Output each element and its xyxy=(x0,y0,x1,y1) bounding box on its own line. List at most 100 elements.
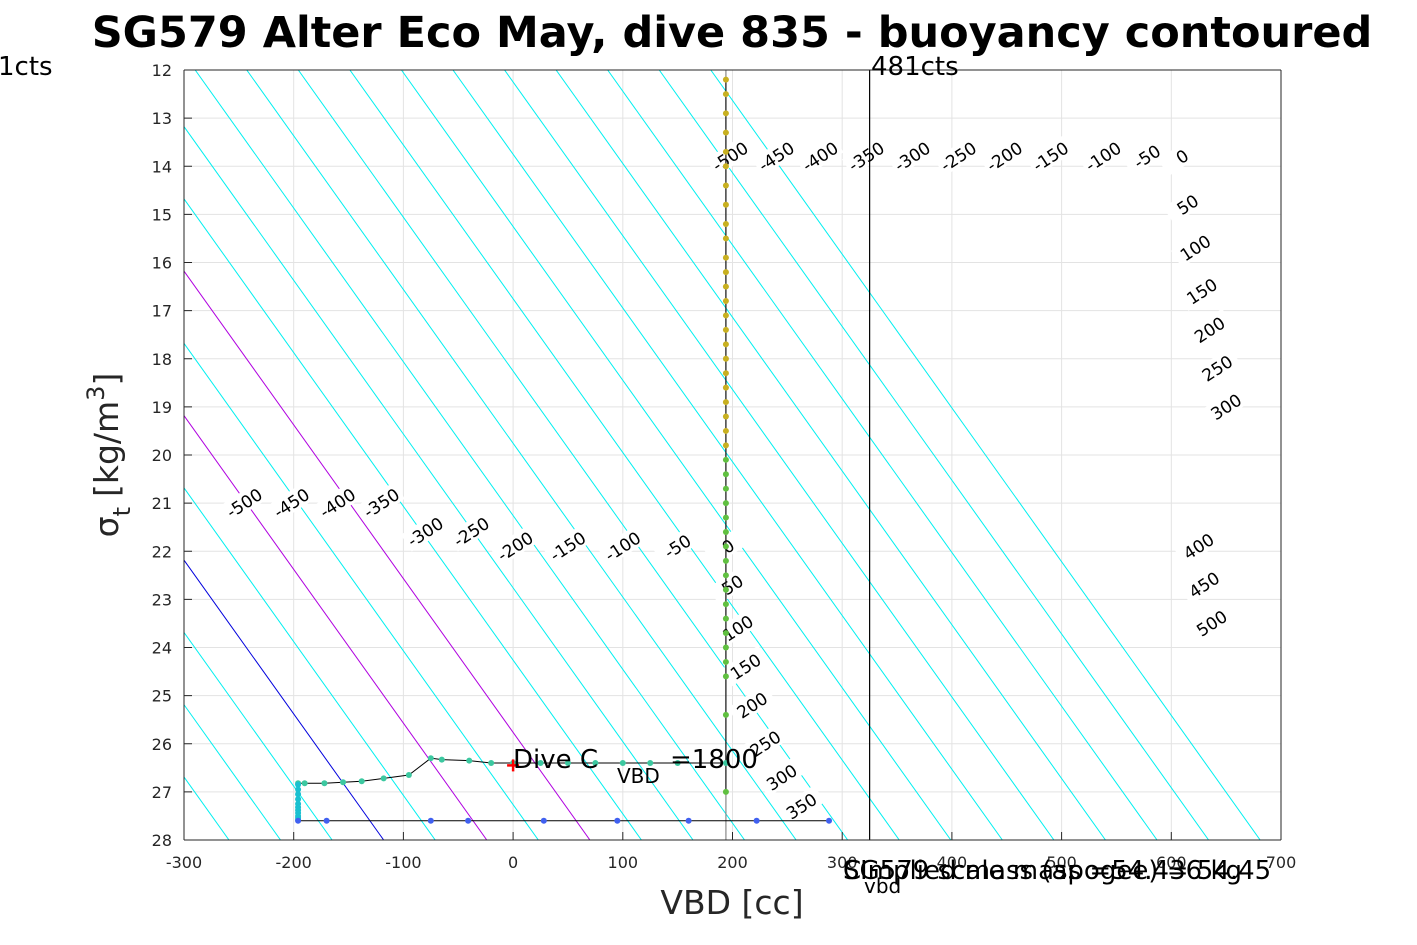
contour-label-bg xyxy=(1201,385,1250,427)
y-tick-label: 13 xyxy=(152,109,172,128)
y-axis-label: σt [kg/m3] xyxy=(82,373,136,538)
data-point xyxy=(614,817,621,824)
data-point xyxy=(427,755,434,762)
contour-label-bg xyxy=(934,135,982,177)
contour-line xyxy=(184,631,333,840)
data-point xyxy=(722,110,729,117)
x-tick-label: -100 xyxy=(385,853,421,872)
data-point xyxy=(722,557,729,564)
data-point xyxy=(722,500,729,507)
data-point xyxy=(438,756,445,763)
y-tick-label: 28 xyxy=(152,831,172,850)
data-point xyxy=(722,514,729,521)
implied-mass-annotation: SG579 scale mass =54.436 kg Implied mass… xyxy=(843,856,1271,898)
data-point xyxy=(358,778,365,785)
data-point xyxy=(722,201,729,208)
contour-line xyxy=(452,70,1003,840)
data-point xyxy=(722,91,729,98)
data-point xyxy=(647,760,654,766)
data-point xyxy=(340,779,347,786)
contour-label-bg xyxy=(1192,347,1241,388)
data-point xyxy=(722,644,729,651)
contour-label-bg xyxy=(1163,183,1212,225)
dive-series xyxy=(295,76,833,824)
data-point xyxy=(405,772,412,779)
y-tick-label: 22 xyxy=(152,542,172,561)
y-tick-label: 24 xyxy=(152,639,172,658)
contour-line xyxy=(555,70,1106,840)
data-point xyxy=(540,817,547,824)
y-axis-subscript: t xyxy=(108,507,136,516)
data-point xyxy=(722,760,729,766)
data-point xyxy=(722,543,729,550)
y-tick-label: 26 xyxy=(152,735,172,754)
contour-line xyxy=(184,270,591,840)
contour-label-bg xyxy=(708,563,756,605)
contour-label-bg xyxy=(727,684,776,725)
data-point xyxy=(722,148,729,155)
contour-line xyxy=(184,125,694,840)
data-point xyxy=(722,399,729,406)
x-tick-label: -200 xyxy=(276,853,312,872)
contour-label-bg xyxy=(400,510,449,552)
data-point xyxy=(488,760,495,766)
data-point xyxy=(564,760,571,766)
dive-c-value: =1800 xyxy=(670,745,758,775)
data-point xyxy=(753,817,760,824)
buoyancy-contours xyxy=(0,70,1261,840)
contour-line xyxy=(401,70,952,840)
data-point xyxy=(722,788,729,795)
contour-line xyxy=(184,414,488,840)
contour-label-bg xyxy=(1185,308,1234,350)
y-tick-label: 23 xyxy=(152,590,172,609)
data-point xyxy=(465,817,472,824)
contour-label-bg xyxy=(795,135,844,177)
data-point xyxy=(722,529,729,535)
contour-line xyxy=(184,559,385,840)
data-point xyxy=(722,485,729,492)
data-point xyxy=(722,235,729,242)
y-axis-symbol: σ xyxy=(87,516,126,537)
c-vbd-label: C xyxy=(843,856,861,886)
data-point xyxy=(295,796,302,803)
contour-label-bg xyxy=(1187,602,1236,643)
contour-line xyxy=(710,70,1261,840)
data-point xyxy=(722,673,729,680)
svg-text:σt[kg/m3]: σt [kg/m3] xyxy=(82,373,136,538)
y-tick-label: 21 xyxy=(152,494,172,513)
contour-label-bg xyxy=(653,525,702,566)
contour-label-bg xyxy=(446,510,495,552)
grid xyxy=(183,69,1282,841)
y-axis-unit: [kg/m xyxy=(87,401,126,497)
contour-label-bg xyxy=(980,135,1028,177)
data-point xyxy=(427,817,434,824)
data-point xyxy=(722,326,729,333)
data-point xyxy=(826,817,833,824)
mass-overlap-implied: Implied mass (apogee) = 54.45 xyxy=(860,856,1271,886)
data-point xyxy=(466,757,473,764)
y-tick-label: 16 xyxy=(152,254,172,273)
y-tick-label: 25 xyxy=(152,687,172,706)
y-tick-label: 18 xyxy=(152,350,172,369)
data-point xyxy=(722,163,729,170)
contour-label-bg xyxy=(1170,226,1219,268)
contour-label-bg xyxy=(219,481,268,523)
contour-label-bg xyxy=(313,481,361,523)
contour-labels: -500 -450 -400 -350 -300 -250 -200 -150 -100 -50 0… xyxy=(219,135,1250,826)
y-tick-label: 20 xyxy=(152,446,172,465)
data-point xyxy=(323,817,330,824)
contour-line xyxy=(0,70,74,840)
x-tick-label: 500 xyxy=(1046,853,1077,872)
data-point xyxy=(295,817,302,824)
contour-label-bg xyxy=(490,525,539,566)
mass-overlap-scale: SG579 scale mass =54.436 kg xyxy=(843,856,1242,886)
contour-label-bg xyxy=(357,481,405,523)
data-point xyxy=(295,781,302,788)
left-cts-label: 1cts xyxy=(0,52,53,82)
y-axis-unit-close: ] xyxy=(87,373,126,386)
data-point xyxy=(722,355,729,362)
data-point xyxy=(722,586,729,593)
y-tick-label: 15 xyxy=(152,205,172,224)
data-point xyxy=(722,658,729,665)
x-axis-label: VBD [cc] xyxy=(660,883,803,922)
